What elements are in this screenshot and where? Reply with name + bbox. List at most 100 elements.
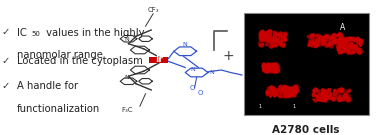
- Point: [346, 45, 352, 47]
- Point: [348, 43, 354, 45]
- Point: [352, 45, 358, 47]
- Point: [335, 38, 341, 41]
- Point: [264, 93, 270, 95]
- Point: [289, 89, 295, 91]
- Point: [312, 41, 318, 44]
- Point: [272, 65, 278, 68]
- Point: [266, 67, 273, 69]
- Point: [321, 90, 327, 92]
- Point: [257, 38, 263, 40]
- Point: [269, 65, 275, 67]
- Point: [262, 68, 268, 70]
- Point: [355, 48, 361, 50]
- Point: [270, 64, 276, 66]
- Point: [276, 88, 282, 90]
- Point: [336, 49, 342, 51]
- Point: [332, 94, 338, 96]
- Point: [349, 51, 355, 53]
- Point: [335, 42, 341, 44]
- Point: [324, 44, 330, 46]
- Point: [341, 96, 347, 98]
- Point: [308, 34, 314, 36]
- Point: [263, 64, 269, 66]
- Point: [277, 43, 283, 45]
- Point: [326, 96, 332, 98]
- Point: [330, 98, 336, 100]
- Point: [337, 98, 343, 100]
- Point: [338, 40, 344, 42]
- Point: [273, 70, 279, 72]
- Point: [279, 89, 285, 91]
- Point: [260, 35, 266, 37]
- Point: [264, 31, 270, 34]
- Point: [336, 51, 342, 53]
- Point: [331, 33, 337, 35]
- Point: [263, 31, 270, 33]
- Point: [337, 98, 343, 100]
- Point: [284, 88, 290, 90]
- Text: A: A: [339, 23, 345, 31]
- Point: [339, 36, 345, 39]
- Point: [336, 45, 342, 47]
- Point: [266, 67, 272, 69]
- Point: [269, 69, 275, 72]
- Point: [282, 33, 288, 35]
- Point: [266, 30, 272, 33]
- Point: [346, 45, 352, 47]
- Point: [274, 70, 280, 72]
- Point: [346, 94, 352, 96]
- Point: [263, 43, 269, 45]
- Point: [347, 38, 353, 40]
- Point: [309, 40, 315, 43]
- Point: [265, 64, 271, 66]
- Point: [328, 36, 334, 38]
- Point: [269, 64, 275, 66]
- Point: [316, 36, 322, 38]
- Point: [263, 66, 269, 68]
- Point: [340, 42, 346, 44]
- Point: [321, 93, 327, 95]
- Point: [355, 38, 361, 40]
- Point: [280, 44, 287, 46]
- Point: [350, 38, 356, 40]
- Point: [347, 38, 353, 40]
- Point: [277, 35, 283, 37]
- Point: [271, 65, 277, 67]
- Point: [270, 67, 276, 69]
- Point: [270, 64, 276, 66]
- Point: [338, 37, 344, 39]
- Point: [259, 32, 265, 35]
- Point: [278, 90, 284, 92]
- Point: [338, 39, 344, 41]
- Point: [356, 48, 362, 50]
- Point: [315, 98, 321, 100]
- Point: [330, 40, 336, 42]
- Point: [353, 45, 359, 47]
- Point: [271, 66, 277, 68]
- Point: [267, 66, 273, 68]
- Point: [334, 91, 340, 93]
- Point: [308, 45, 314, 47]
- Point: [262, 68, 268, 71]
- Point: [347, 44, 353, 46]
- Point: [291, 94, 297, 96]
- Point: [313, 88, 319, 91]
- Point: [350, 51, 356, 54]
- Point: [273, 63, 279, 65]
- Point: [341, 45, 347, 47]
- Point: [273, 45, 279, 47]
- Point: [355, 37, 361, 39]
- Point: [345, 50, 352, 53]
- Point: [259, 38, 265, 40]
- Point: [325, 95, 332, 97]
- Point: [331, 38, 337, 41]
- Point: [290, 92, 296, 94]
- Text: ✓: ✓: [2, 56, 10, 66]
- Point: [338, 41, 344, 44]
- Point: [272, 68, 278, 70]
- Point: [345, 51, 351, 53]
- Text: ✓: ✓: [2, 28, 10, 38]
- Point: [350, 47, 356, 49]
- Point: [338, 40, 344, 43]
- Point: [320, 42, 326, 44]
